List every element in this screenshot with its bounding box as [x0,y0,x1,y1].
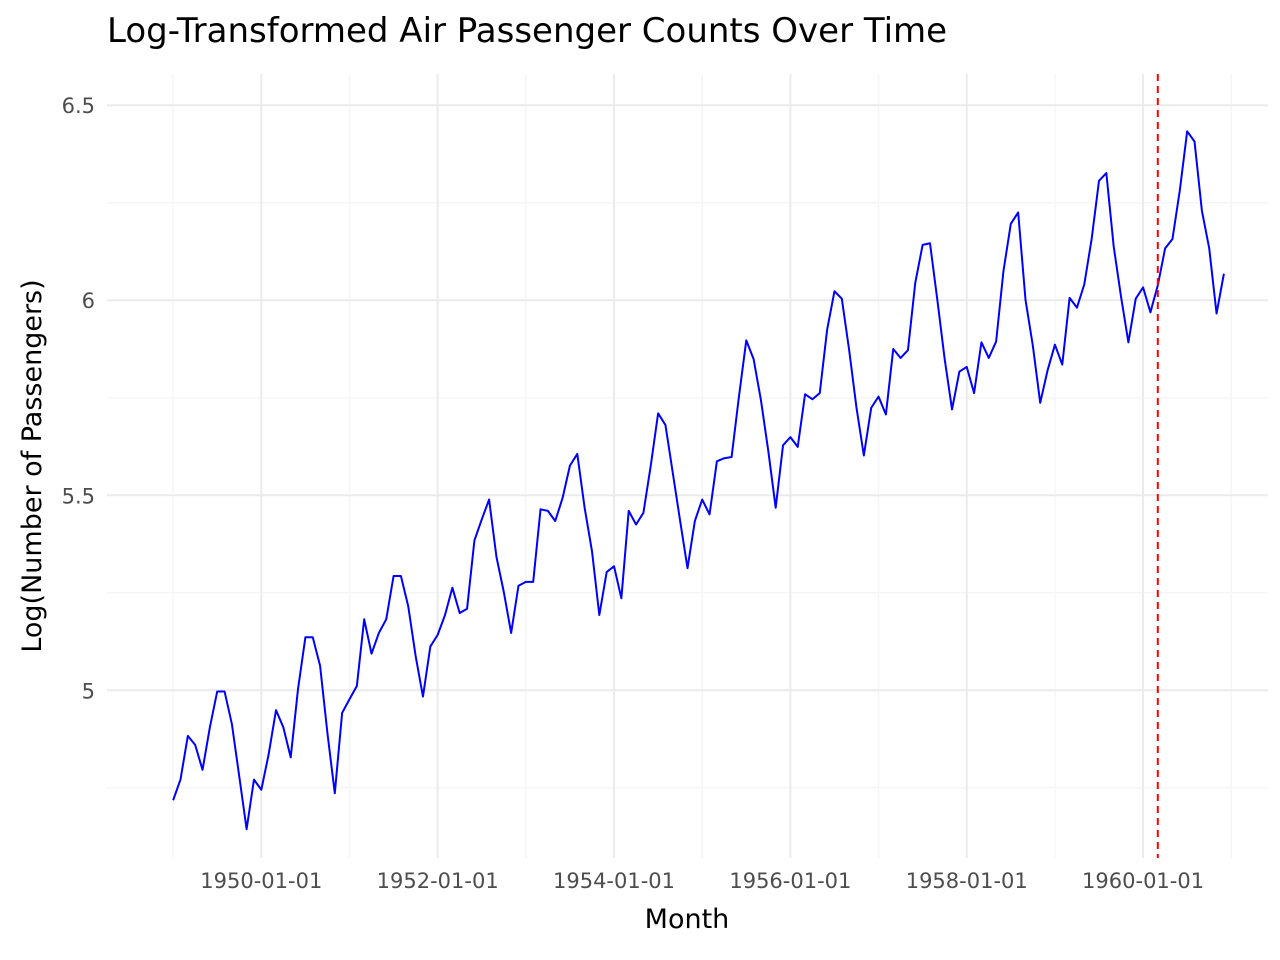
chart-title: Log-Transformed Air Passenger Counts Ove… [107,11,947,51]
plot-area [172,74,1225,858]
y-tick-label: 5 [82,679,95,703]
y-tick-label: 6 [82,289,95,313]
x-tick-label: 1952-01-01 [377,869,499,893]
y-tick-label: 5.5 [62,484,95,508]
passenger-series-line [172,130,1225,831]
x-tick-label: 1960-01-01 [1082,869,1204,893]
y-axis-ticks: 5 5.5 6 6.5 [62,94,95,703]
y-tick-label: 6.5 [62,94,95,118]
x-tick-label: 1950-01-01 [200,869,322,893]
x-tick-label: 1954-01-01 [553,869,675,893]
x-tick-label: 1958-01-01 [906,869,1028,893]
x-axis-ticks: 1950-01-01 1952-01-01 1954-01-01 1956-01-01… [200,869,1204,893]
y-axis-title: Log(Number of Passengers) [17,279,48,652]
x-tick-label: 1956-01-01 [729,869,851,893]
grid-lines [107,74,1268,858]
x-axis-title: Month [645,904,730,935]
